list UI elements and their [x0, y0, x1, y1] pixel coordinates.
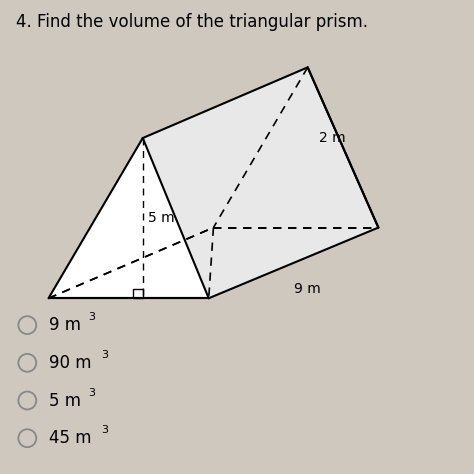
- Text: 2 m: 2 m: [319, 131, 346, 145]
- Text: 5 m: 5 m: [48, 392, 81, 410]
- Polygon shape: [143, 67, 378, 298]
- Polygon shape: [48, 228, 378, 298]
- Text: 90 m: 90 m: [48, 354, 91, 372]
- Polygon shape: [48, 138, 209, 298]
- Text: 3: 3: [101, 425, 108, 435]
- Text: 4. Find the volume of the triangular prism.: 4. Find the volume of the triangular pri…: [16, 13, 367, 31]
- Text: 5 m: 5 m: [148, 211, 175, 225]
- Text: 3: 3: [101, 350, 108, 360]
- Text: 9 m: 9 m: [293, 282, 320, 296]
- Text: 9 m: 9 m: [48, 316, 81, 334]
- Text: 3: 3: [88, 388, 95, 398]
- Text: 45 m: 45 m: [48, 429, 91, 447]
- Text: 3: 3: [88, 312, 95, 322]
